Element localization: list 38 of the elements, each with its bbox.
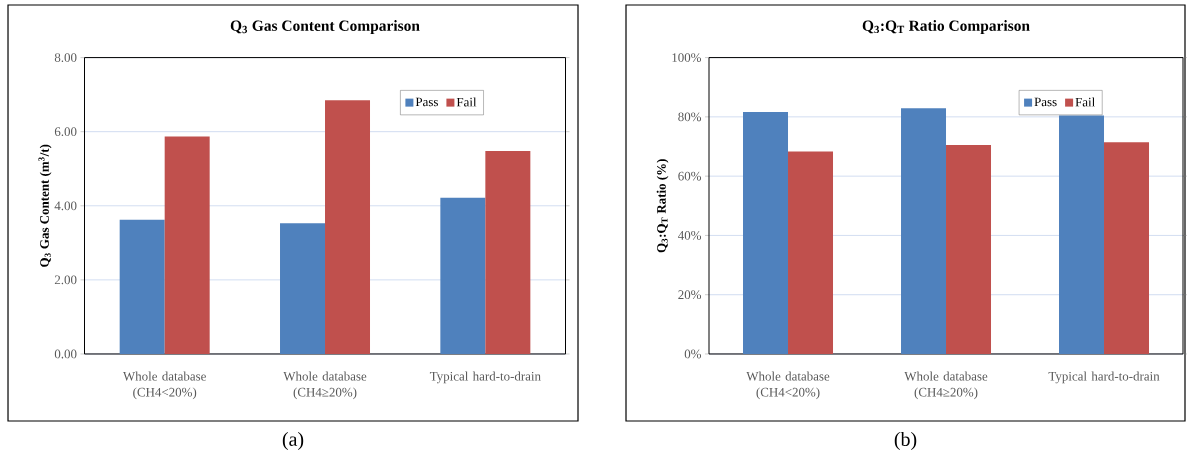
bar — [788, 151, 834, 354]
y-axis-title: Q$_{3}$ Gas Content (m$^{3}$/t) — [38, 144, 52, 267]
bar — [485, 150, 531, 354]
bar — [743, 112, 789, 354]
text: (b) — [894, 431, 917, 451]
y-tick-label: 40% — [678, 231, 702, 240]
y-tick-label: 60% — [678, 171, 702, 181]
y-tick-label: 20% — [678, 290, 702, 300]
x-tick-label: Typical hard-to-drain — [1048, 371, 1160, 384]
legend-label: Fail — [456, 97, 477, 107]
bar — [280, 223, 326, 354]
bar — [901, 108, 947, 354]
y-tick-label: 2.00 — [54, 275, 77, 285]
y-tick-label: 8.00 — [54, 53, 77, 62]
x-tick-label: Whole database (CH4≥20%) — [283, 371, 367, 400]
y-tick-label: 80% — [678, 112, 702, 122]
chart-title: Q$_{3}$ Gas Content Comparison — [230, 20, 420, 35]
legend-label: Pass — [415, 97, 438, 107]
x-tick-label: Typical hard-to-drain — [429, 371, 541, 384]
y-tick-label: 0% — [684, 349, 702, 359]
bar — [164, 136, 210, 354]
bar — [119, 219, 165, 354]
x-tick-label: Whole database (CH4≥20%) — [904, 371, 988, 400]
x-tick-label: Whole database (CH4<20%) — [746, 371, 830, 400]
x-tick-label: Whole database (CH4<20%) — [122, 371, 206, 400]
y-axis-title: Q$_{3}$:Q$_{T}$ Ratio (%) — [656, 159, 669, 253]
y-tick-label: 6.00 — [54, 127, 77, 137]
bar — [440, 197, 486, 354]
y-tick-label: 4.00 — [54, 201, 77, 211]
legend-label: Fail — [1075, 97, 1095, 107]
text: (a) — [282, 431, 304, 451]
y-tick-label: 100% — [672, 53, 702, 62]
y-tick-label: 0.00 — [54, 349, 77, 359]
bar — [325, 100, 371, 354]
chart-title: Q$_{3}$:Q$_{T}$ Ratio Comparison — [862, 20, 1030, 35]
bar — [1104, 142, 1150, 354]
legend-label: Pass — [1034, 97, 1057, 107]
bar — [946, 145, 992, 354]
